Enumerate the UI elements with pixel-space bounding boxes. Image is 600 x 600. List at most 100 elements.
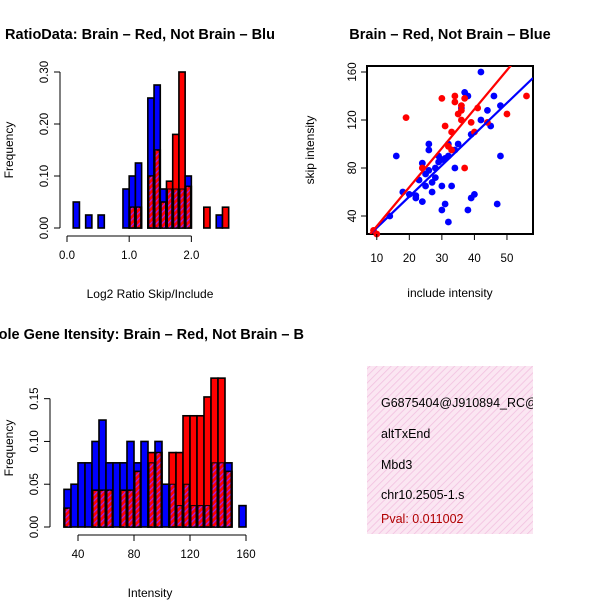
- ratio-histogram-y-axis: 0.00 0.10 0.20 0.30: [39, 61, 61, 239]
- ratio-histogram-red-bar: [203, 206, 211, 229]
- info-pval: Pval: 0.011002: [381, 512, 464, 526]
- ratio-histogram-x-tick-label: 1.0: [121, 250, 137, 262]
- intensity-histogram-title: Whole Gene Itensity: Brain – Red, Not Br…: [0, 327, 304, 343]
- intensity-histogram-blue-bar: [112, 462, 121, 528]
- intensity-scatter-point-red: [461, 164, 469, 172]
- intensity-scatter-xlabel: include intensity: [407, 286, 492, 300]
- intensity-scatter-point-red: [451, 98, 459, 106]
- intensity-histogram-blue-bar: [140, 440, 149, 528]
- intensity-scatter-x-tick-label: 20: [403, 253, 416, 265]
- intensity-histogram-overlap-bar: [92, 489, 99, 528]
- intensity-histogram-overlap-bar: [211, 462, 218, 528]
- intensity-scatter-y-tick-label: 120: [347, 110, 359, 129]
- ratio-histogram-x-axis: 0.0 1.0 2.0: [59, 235, 199, 262]
- intensity-histogram-y-axis: 0.00 0.05 0.10 0.15: [29, 387, 51, 538]
- intensity-scatter-fit-blue: [369, 77, 533, 234]
- intensity-scatter-y-tick-label: 160: [347, 62, 359, 81]
- info-probe-id: G6875404@J910894_RC@j_at: [381, 396, 558, 410]
- intensity-scatter-y-tick-label: 80: [347, 162, 359, 175]
- intensity-histogram-overlap-bar: [127, 489, 134, 528]
- intensity-scatter-fit-clip: [369, 66, 533, 234]
- intensity-histogram-x-tick-label: 40: [72, 549, 85, 561]
- intensity-histogram-y-tick-label: 0.00: [29, 516, 41, 538]
- intensity-scatter-y-tick-label: 40: [347, 210, 359, 223]
- ratio-histogram-overlap-bar: [185, 185, 191, 229]
- intensity-scatter-point-blue: [412, 194, 420, 202]
- ratio-histogram-overlap-bar: [179, 188, 185, 229]
- intensity-scatter-point-blue: [493, 200, 501, 208]
- ratio-histogram-overlap-bar: [148, 175, 154, 229]
- intensity-scatter-point-blue: [490, 92, 498, 100]
- intensity-histogram: Whole Gene Itensity: Brain – Red, Not Br…: [0, 327, 304, 600]
- intensity-scatter-ylabel: skip intensity: [303, 116, 317, 185]
- intensity-scatter-x-tick-label: 50: [501, 253, 514, 265]
- intensity-scatter-point-blue: [484, 107, 491, 114]
- info-panel-clip: G6875404@J910894_RC@j_at altTxEnd Mbd3 c…: [381, 396, 558, 526]
- ratio-histogram-y-tick-label: 0.10: [39, 165, 51, 187]
- intensity-histogram-blue-bar: [77, 462, 86, 528]
- info-panel: G6875404@J910894_RC@j_at altTxEnd Mbd3 c…: [367, 366, 558, 534]
- intensity-scatter-title: Brain – Red, Not Brain – Blue: [349, 27, 550, 43]
- intensity-histogram-blue-bar: [161, 483, 170, 528]
- intensity-histogram-overlap-bar: [148, 462, 155, 528]
- intensity-scatter-point-blue: [444, 218, 452, 226]
- intensity-histogram-x-tick-label: 160: [236, 549, 255, 561]
- intensity-scatter-point-blue: [438, 182, 446, 190]
- ratio-histogram-blue-bar: [97, 214, 106, 229]
- intensity-histogram-blue-bar: [70, 483, 79, 528]
- intensity-scatter-point-blue: [425, 146, 433, 154]
- ratio-histogram-y-tick-label: 0.00: [39, 217, 51, 239]
- intensity-histogram-overlap-bar: [183, 483, 190, 528]
- ratio-histogram-blue-bar: [215, 214, 224, 229]
- intensity-scatter-point-red: [523, 92, 530, 100]
- intensity-scatter-point-blue: [451, 164, 459, 172]
- info-event-type: altTxEnd: [381, 427, 430, 441]
- intensity-histogram-blue-bar: [84, 462, 93, 528]
- ratio-histogram-blue-bar: [122, 188, 130, 229]
- ratio-histogram-x-tick-label: 0.0: [59, 250, 75, 262]
- ratio-histogram-y-tick-label: 0.30: [39, 61, 51, 83]
- intensity-histogram-overlap-bar: [64, 507, 71, 528]
- intensity-histogram-overlap-bar: [197, 505, 204, 528]
- intensity-histogram-blue-bar: [238, 504, 247, 528]
- intensity-histogram-overlap-bar: [176, 505, 183, 528]
- intensity-histogram-xlabel: Intensity: [128, 586, 173, 600]
- intensity-scatter-point-blue: [448, 182, 456, 190]
- intensity-scatter-point-red: [461, 95, 469, 102]
- intensity-histogram-overlap-bar: [225, 470, 232, 528]
- intensity-scatter-point-blue: [392, 152, 400, 160]
- intensity-histogram-x-tick-label: 80: [128, 549, 141, 561]
- ratio-histogram: RatioData: Brain – Red, Not Brain – Blu …: [2, 27, 275, 301]
- intensity-scatter-point-red: [441, 122, 449, 130]
- intensity-scatter-y-axis: 40 80 120 160: [347, 62, 367, 222]
- intensity-scatter-point-red: [503, 110, 511, 118]
- intensity-histogram-overlap-bar: [190, 505, 197, 528]
- intensity-scatter-fit-lines: [369, 66, 533, 234]
- intensity-scatter-point-blue: [454, 140, 462, 148]
- intensity-scatter-point-red: [451, 92, 459, 100]
- intensity-scatter-x-tick-label: 30: [435, 253, 448, 265]
- intensity-histogram-overlap-bar: [134, 470, 141, 528]
- intensity-scatter-point-blue: [477, 68, 485, 76]
- intensity-histogram-overlap-bar: [204, 505, 211, 528]
- intensity-histogram-y-tick-label: 0.05: [29, 473, 41, 495]
- intensity-scatter-point-blue: [471, 191, 478, 198]
- intensity-scatter-point-blue: [422, 182, 429, 190]
- intensity-scatter-point-red: [457, 102, 465, 109]
- intensity-scatter-point-red: [402, 114, 410, 121]
- intensity-scatter-point-blue: [464, 206, 472, 214]
- intensity-scatter-point-blue: [428, 179, 436, 186]
- ratio-histogram-overlap-bar: [160, 201, 166, 229]
- ratio-histogram-blue-bar: [84, 214, 93, 229]
- ratio-histogram-y-tick-label: 0.20: [39, 113, 51, 135]
- intensity-histogram-bars: [63, 377, 247, 528]
- info-panel-hatch: [367, 366, 533, 534]
- intensity-scatter-point-blue: [418, 198, 426, 206]
- intensity-scatter-point-red: [438, 95, 446, 102]
- intensity-histogram-x-axis: 40 80 120 160: [72, 534, 256, 561]
- ratio-histogram-title: RatioData: Brain – Red, Not Brain – Blu: [5, 27, 275, 43]
- info-gene-name: Mbd3: [381, 458, 412, 472]
- intensity-scatter-point-blue: [418, 159, 426, 167]
